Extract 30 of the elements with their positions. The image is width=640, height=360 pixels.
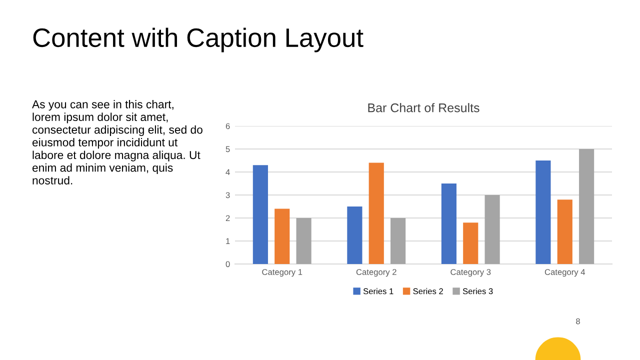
legend-label: Series 1 xyxy=(363,288,394,294)
y-tick-label: 6 xyxy=(226,123,230,130)
bar xyxy=(390,218,406,264)
y-tick-label: 3 xyxy=(226,192,230,198)
y-tick-label: 0 xyxy=(226,261,230,268)
bar xyxy=(557,200,572,264)
text: 8 xyxy=(576,318,580,324)
legend-label: Series 3 xyxy=(462,288,493,294)
x-tick-label: Category 1 xyxy=(262,269,302,277)
x-tick-label: Category 3 xyxy=(450,269,491,277)
x-tick-label: Category 2 xyxy=(356,269,396,277)
bar xyxy=(441,184,456,264)
bar xyxy=(368,162,384,264)
y-tick-label: 2 xyxy=(226,215,230,222)
x-tick-label: Category 4 xyxy=(544,269,586,277)
text: As you can see in this chart, lorem ipsum dolor sit amet, consectetur adipiscing elit, sed do eiusmod tempor incididunt ut labore et dolore magna aliqua. Ut enim ad minim veniam, quis nostrud. xyxy=(32,100,202,184)
y-tick-label: 5 xyxy=(226,146,230,152)
y-tick-label: 1 xyxy=(226,238,230,244)
bar xyxy=(252,165,268,264)
chart-title: Bar Chart of Results xyxy=(368,103,480,112)
y-tick-label: 4 xyxy=(226,169,230,176)
legend-label: Series 2 xyxy=(413,288,443,294)
bar xyxy=(579,149,594,264)
bar xyxy=(347,206,362,264)
bar xyxy=(274,208,290,264)
bar xyxy=(463,222,478,264)
text: Content with Caption Layout xyxy=(33,28,364,52)
bar xyxy=(484,195,500,264)
bar xyxy=(296,218,312,264)
bar xyxy=(536,160,551,264)
